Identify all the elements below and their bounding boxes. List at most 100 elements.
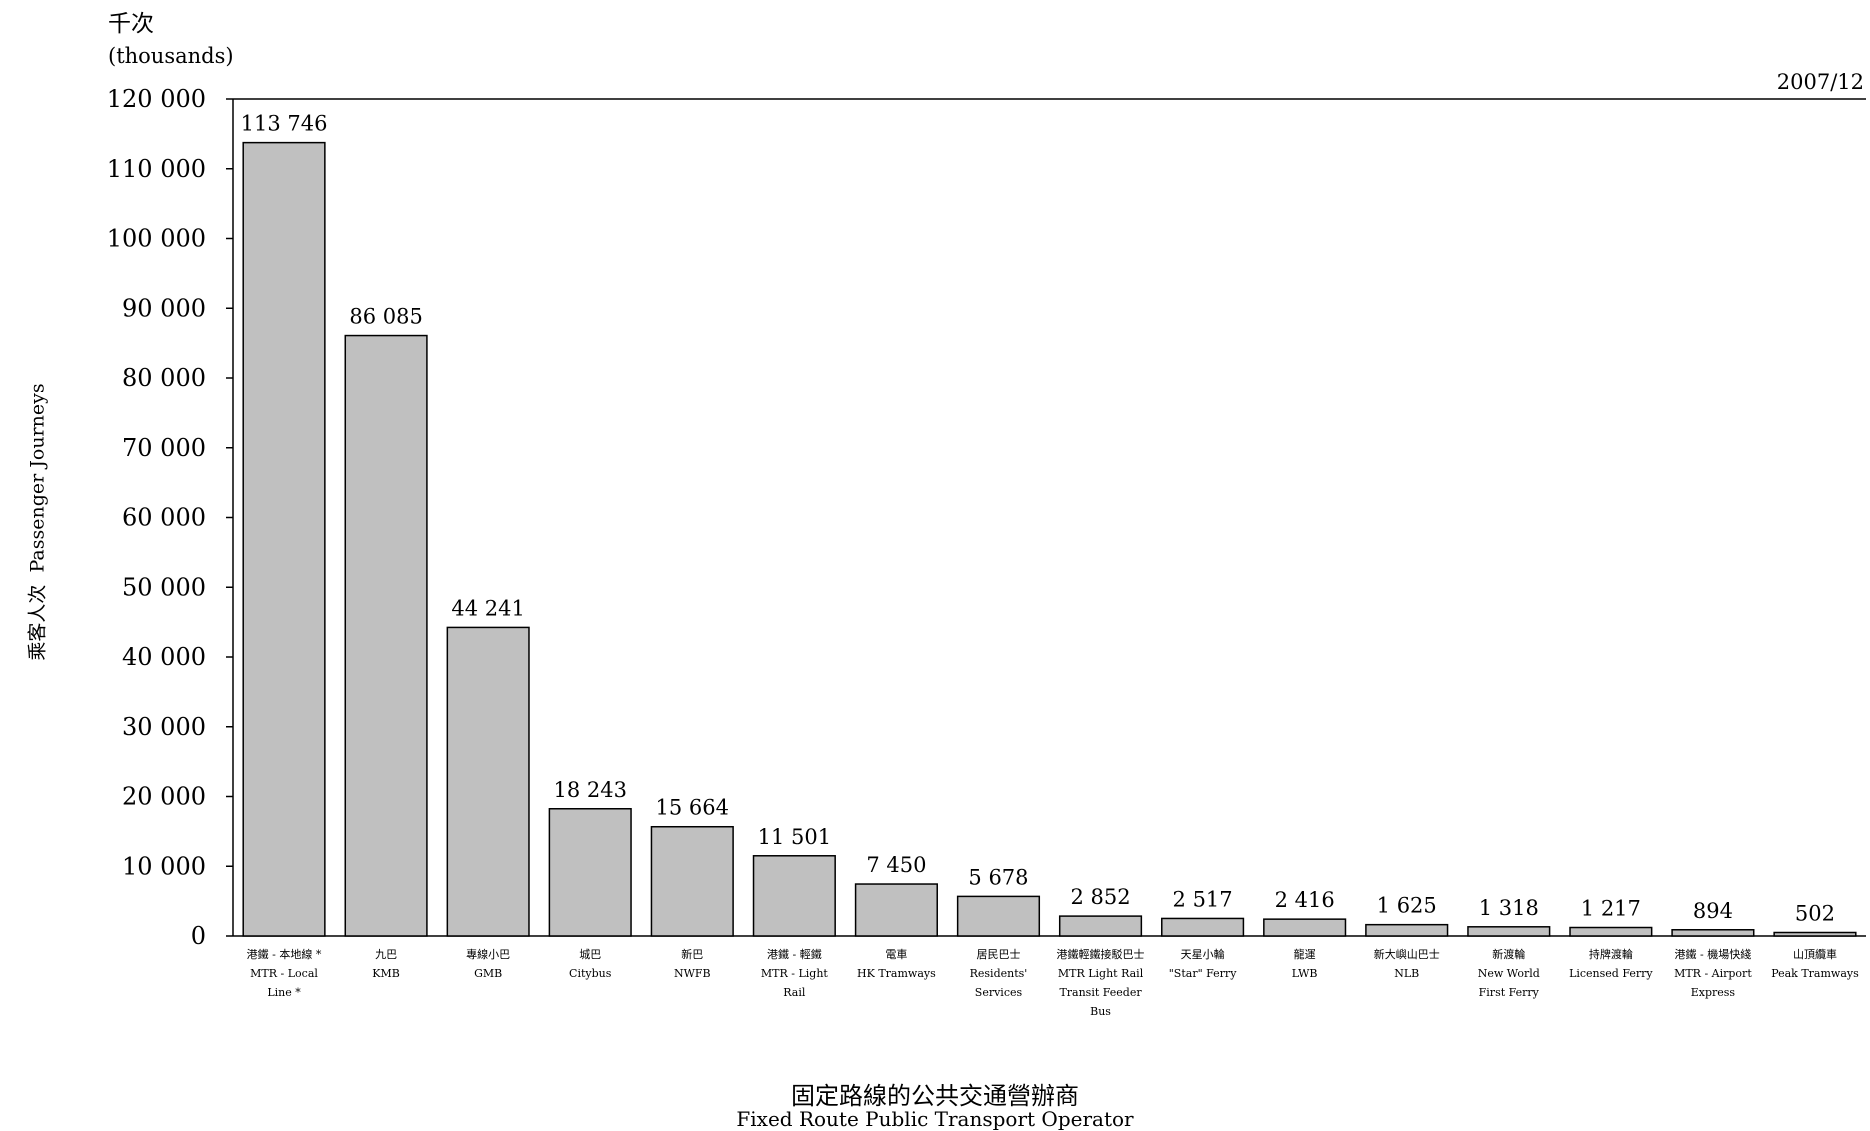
- bar: [650, 825, 734, 937]
- x-tick-label-line: Licensed Ferry: [1569, 967, 1653, 980]
- data-label: 2 416: [1275, 888, 1335, 912]
- unit-label-zh: 千次: [108, 11, 154, 37]
- bar: [956, 895, 1041, 937]
- y-tick-label: 60 000: [122, 504, 206, 532]
- x-tick-label-line: MTR - Local: [250, 967, 318, 980]
- x-tick-label-line: 新大嶼山巴士: [1374, 947, 1440, 961]
- bar: [1569, 926, 1653, 937]
- period-label: 2007/12: [1776, 70, 1864, 94]
- bar: [1467, 926, 1551, 937]
- y-tick-label: 100 000: [107, 225, 206, 253]
- bar: [1263, 918, 1347, 937]
- data-label: 7 450: [866, 853, 926, 877]
- data-label: 15 664: [656, 796, 729, 820]
- data-label: 5 678: [968, 865, 1028, 889]
- x-tick-label-line: LWB: [1292, 967, 1318, 980]
- x-tick-label-line: 九巴: [375, 948, 397, 961]
- bar: [1161, 917, 1245, 937]
- x-tick-label-line: 新渡輪: [1492, 947, 1525, 961]
- x-tick-label: 港鐵輕鐵接駁巴士 MTR Light Rail Transit Feeder Bus: [1057, 947, 1145, 1018]
- x-tick-label-line: NLB: [1394, 967, 1419, 980]
- x-tick-label: 居民巴士 Residents' Services: [970, 948, 1028, 999]
- bar: [752, 855, 836, 937]
- bar: [344, 334, 428, 937]
- x-tick-label: 九巴 KMB: [372, 948, 400, 980]
- data-label: 11 501: [758, 825, 831, 849]
- x-tick-label-line: New World: [1478, 967, 1540, 980]
- data-label: 2 852: [1070, 885, 1130, 909]
- bar: [1365, 923, 1449, 937]
- x-tick-label-line: GMB: [474, 967, 502, 980]
- x-tick-label: 港鐵 - 輕鐵 MTR - Light Rail: [761, 947, 829, 999]
- x-tick-label-line: Peak Tramways: [1771, 967, 1859, 980]
- bar: [242, 141, 326, 937]
- unit-label-en: (thousands): [108, 44, 234, 68]
- y-tick-label: 120 000: [107, 85, 206, 113]
- x-tick-label-line: Residents': [970, 967, 1028, 980]
- data-label: 2 517: [1173, 887, 1233, 911]
- bar: [548, 808, 632, 937]
- bar: [446, 626, 530, 937]
- x-tick-label-line: Transit Feeder: [1059, 986, 1142, 999]
- data-label: 502: [1795, 901, 1835, 925]
- x-tick-label-line: MTR Light Rail: [1058, 967, 1144, 980]
- bar: [854, 883, 938, 937]
- y-tick-label: 70 000: [122, 434, 206, 462]
- x-tick-label: 新渡輪 New World First Ferry: [1478, 947, 1540, 999]
- data-label: 18 243: [553, 778, 626, 802]
- bar: [1773, 931, 1857, 937]
- x-tick-label: 新大嶼山巴士 NLB: [1374, 947, 1440, 980]
- x-axis-title-zh: 固定路線的公共交通營辦商: [791, 1082, 1079, 1110]
- y-tick-label: 20 000: [122, 783, 206, 811]
- x-tick-label-line: MTR - Airport: [1674, 967, 1752, 980]
- x-tick-label-line: 港鐵輕鐵接駁巴士: [1057, 947, 1145, 961]
- x-tick-label: 山頂纜車 Peak Tramways: [1771, 947, 1859, 980]
- x-tick-label-line: NWFB: [674, 967, 711, 980]
- x-tick-label-line: Services: [975, 986, 1023, 999]
- x-tick-label-line: "Star" Ferry: [1169, 967, 1237, 980]
- x-tick-label-line: 城巴: [579, 948, 601, 961]
- x-tick-label-line: 山頂纜車: [1793, 947, 1837, 961]
- x-tick-label-line: First Ferry: [1479, 986, 1540, 999]
- x-tick-label-line: 電車: [885, 947, 907, 961]
- x-tick-label-line: 持牌渡輪: [1589, 947, 1633, 961]
- x-tick-label-line: 天星小輪: [1181, 947, 1225, 961]
- y-tick-label: 110 000: [107, 155, 206, 183]
- data-label: 44 241: [451, 596, 524, 620]
- y-tick-label: 10 000: [122, 852, 206, 880]
- x-tick-label: 專線小巴 GMB: [466, 947, 510, 980]
- data-label: 894: [1693, 899, 1733, 923]
- y-tick-label: 90 000: [122, 294, 206, 322]
- x-tick-label: 港鐵 - 本地線 * MTR - Local Line *: [247, 947, 322, 999]
- x-axis-title-en: Fixed Route Public Transport Operator: [736, 1107, 1134, 1131]
- data-label: 1 217: [1581, 897, 1641, 921]
- x-tick-label-line: MTR - Light: [761, 967, 829, 980]
- x-tick-label: 城巴 Citybus: [569, 948, 612, 980]
- x-tick-label-line: Bus: [1090, 1005, 1111, 1018]
- x-tick-label: 新巴 NWFB: [674, 947, 711, 980]
- x-tick-label-line: KMB: [372, 967, 400, 980]
- x-tick-label: 港鐵 - 機場快綫 MTR - Airport Express: [1674, 947, 1752, 999]
- data-label: 1 625: [1377, 894, 1437, 918]
- x-tick-label-line: Rail: [783, 986, 806, 999]
- data-label: 113 746: [241, 112, 328, 136]
- data-label: 86 085: [349, 305, 422, 329]
- y-tick-label: 40 000: [122, 643, 206, 671]
- y-tick-label: 0: [191, 922, 206, 950]
- x-tick-label-line: 港鐵 - 輕鐵: [767, 947, 822, 961]
- y-tick-label: 50 000: [122, 573, 206, 601]
- x-tick-label: 龍運 LWB: [1292, 947, 1318, 980]
- data-label: 1 318: [1479, 896, 1539, 920]
- x-tick-label: 天星小輪 "Star" Ferry: [1169, 947, 1237, 980]
- x-tick-label-line: Express: [1691, 986, 1736, 999]
- x-tick-label-line: 新巴: [681, 947, 703, 961]
- x-tick-label: 電車 HK Tramways: [857, 947, 936, 980]
- bar: [1058, 915, 1143, 937]
- x-tick-label: 持牌渡輪 Licensed Ferry: [1569, 947, 1653, 980]
- x-tick-label-line: 港鐵 - 本地線 *: [247, 947, 322, 961]
- x-tick-label-line: HK Tramways: [857, 967, 936, 980]
- x-tick-label-line: Line *: [267, 986, 301, 999]
- y-tick-label: 30 000: [122, 713, 206, 741]
- x-tick-label-line: Citybus: [569, 967, 612, 980]
